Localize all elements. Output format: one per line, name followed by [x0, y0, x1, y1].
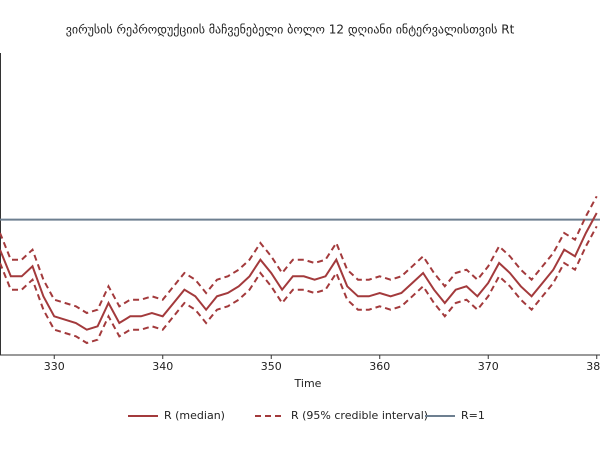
x-tick-label: 350	[261, 360, 282, 373]
legend-label: R (median)	[164, 409, 225, 422]
legend-label: R=1	[461, 409, 485, 422]
x-tick-label: 360	[369, 360, 390, 373]
lower-interval-line	[0, 225, 598, 345]
upper-interval-line	[0, 195, 598, 315]
legend-label: R (95% credible interval)	[291, 409, 428, 422]
x-tick-label: 330	[44, 360, 65, 373]
median-line	[0, 212, 598, 331]
x-tick-label: 340	[152, 360, 173, 373]
x-tick-label: 380	[586, 360, 600, 373]
chart-title: ვირუსის რეპროდუქციის მაჩვენებელი ბოლო 12…	[66, 23, 515, 37]
x-tick-label: 370	[478, 360, 499, 373]
x-axis-label: Time	[294, 377, 322, 390]
